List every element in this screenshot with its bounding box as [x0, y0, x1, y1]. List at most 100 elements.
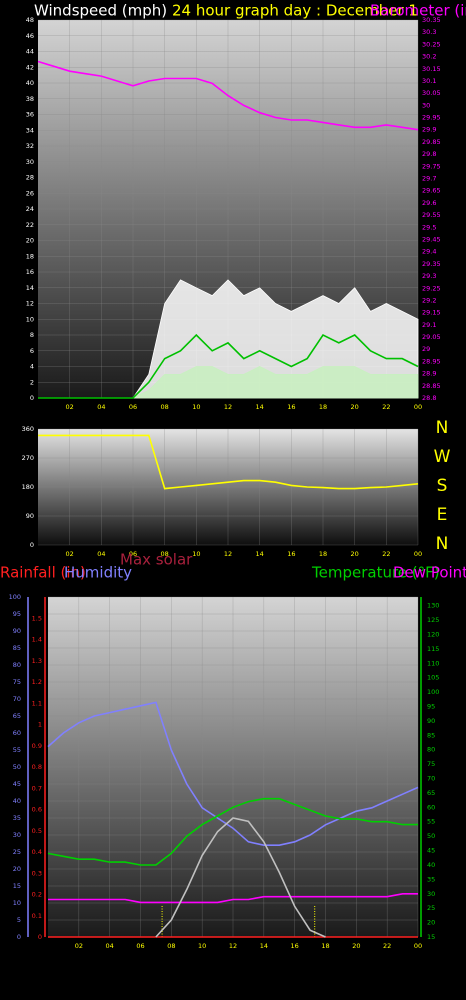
y2-tick-label: 29.35	[422, 260, 441, 268]
x-tick-label: 16	[291, 942, 299, 950]
y-tick-label: 14	[26, 284, 34, 292]
y-tick-label: 2	[30, 378, 34, 386]
y-tick-label: 50	[13, 763, 21, 771]
y-tick-label: 65	[13, 712, 21, 720]
y3-tick-label: 1.2	[32, 678, 42, 686]
x-tick-label: 08	[161, 403, 169, 411]
compass-label: S	[437, 476, 448, 496]
y-tick-label: 40	[13, 797, 21, 805]
y-tick-label: 12	[26, 300, 34, 308]
y2-tick-label: 80	[427, 746, 435, 754]
y2-tick-label: 30.05	[422, 89, 441, 97]
compass-label: N	[436, 418, 449, 438]
y2-tick-label: 29.75	[422, 162, 441, 170]
y-tick-label: 20	[13, 865, 21, 873]
y2-tick-label: 29.95	[422, 114, 441, 122]
y-tick-label: 44	[26, 48, 34, 56]
y2-tick-label: 29.1	[422, 321, 436, 329]
y3-tick-label: 0.8	[32, 763, 42, 771]
x-tick-label: 04	[97, 550, 105, 558]
x-tick-label: 12	[224, 550, 232, 558]
y2-tick-label: 20	[427, 919, 435, 927]
y-tick-label: 90	[26, 512, 34, 520]
x-tick-label: 18	[321, 942, 329, 950]
y2-tick-label: 110	[427, 659, 439, 667]
x-tick-label: 06	[136, 942, 144, 950]
x-tick-label: 16	[287, 550, 295, 558]
y2-tick-label: 29.45	[422, 235, 441, 243]
x-tick-label: 06	[129, 403, 137, 411]
y-tick-label: 16	[26, 268, 34, 276]
y-tick-label: 10	[26, 315, 34, 323]
y2-tick-label: 30	[427, 890, 435, 898]
y2-tick-label: 100	[427, 688, 439, 696]
y-tick-label: 90	[13, 627, 21, 635]
y2-tick-label: 50	[427, 832, 435, 840]
y2-tick-label: 60	[427, 803, 435, 811]
x-tick-label: 22	[382, 403, 390, 411]
y2-tick-label: 29	[422, 345, 430, 353]
y3-tick-label: 0.4	[32, 848, 42, 856]
x-tick-label: 00	[414, 403, 422, 411]
y3-tick-label: 0.6	[32, 806, 42, 814]
y2-tick-label: 105	[427, 674, 439, 682]
y2-tick-label: 40	[427, 861, 435, 869]
y2-tick-label: 30.35	[422, 16, 441, 24]
y2-tick-label: 29.7	[422, 175, 436, 183]
y2-tick-label: 28.9	[422, 370, 436, 378]
y2-tick-label: 30.2	[422, 53, 436, 61]
x-tick-label: 16	[287, 403, 295, 411]
y-tick-label: 270	[22, 454, 34, 462]
y-axis-label: Windspeed (mph)	[34, 2, 167, 20]
x-tick-label: 02	[66, 403, 74, 411]
line	[48, 893, 418, 904]
y-tick-label: 100	[9, 593, 21, 601]
y-tick-label: 360	[22, 425, 34, 433]
y-tick-label: 28	[26, 174, 34, 182]
line	[155, 817, 326, 938]
x-tick-label: 20	[352, 942, 360, 950]
y2-tick-label: 29.85	[422, 138, 441, 146]
compass-label: N	[436, 534, 449, 554]
line	[47, 701, 419, 846]
y2-tick-label: 15	[427, 933, 435, 941]
y2-axis-label: Barometer (in)	[370, 2, 466, 20]
y2-tick-label: 125	[427, 616, 439, 624]
y-tick-label: 0	[17, 933, 21, 941]
y3-tick-label: 1.3	[32, 657, 42, 665]
x-tick-label: 14	[256, 550, 264, 558]
line	[38, 434, 419, 490]
y2-tick-label: 30	[422, 101, 430, 109]
y3-tick-label: 0.1	[32, 912, 42, 920]
y2-tick-label: 29.5	[422, 223, 436, 231]
chart-title: 24 hour graph day : December 1	[172, 2, 418, 20]
x-tick-label: 04	[97, 403, 105, 411]
y2-tick-label: 90	[427, 717, 435, 725]
y3-tick-label: 0.9	[32, 742, 42, 750]
y-tick-label: 22	[26, 221, 34, 229]
y2-tick-label: 29.6	[422, 199, 436, 207]
y-tick-label: 0	[30, 541, 34, 549]
y2-tick-label: 29.15	[422, 309, 441, 317]
legend-label: Dew Point (°F)	[393, 564, 466, 582]
y-tick-label: 40	[26, 79, 34, 87]
y-tick-label: 48	[26, 16, 34, 24]
y2-tick-label: 75	[427, 760, 435, 768]
y2-tick-label: 30.15	[422, 65, 441, 73]
y-tick-label: 38	[26, 95, 34, 103]
y2-tick-label: 45	[427, 847, 435, 855]
y2-tick-label: 115	[427, 645, 439, 653]
y3-tick-label: 1.4	[32, 636, 42, 644]
y-tick-label: 15	[13, 882, 21, 890]
y2-tick-label: 120	[427, 630, 439, 638]
y2-tick-label: 30.1	[422, 77, 436, 85]
y-tick-label: 5	[17, 916, 21, 924]
compass-label: W	[434, 447, 451, 467]
x-tick-label: 18	[319, 403, 327, 411]
x-tick-label: 10	[192, 550, 200, 558]
y-tick-label: 24	[26, 205, 34, 213]
y-tick-label: 26	[26, 189, 34, 197]
y2-tick-label: 28.85	[422, 382, 441, 390]
y-tick-label: 30	[26, 158, 34, 166]
